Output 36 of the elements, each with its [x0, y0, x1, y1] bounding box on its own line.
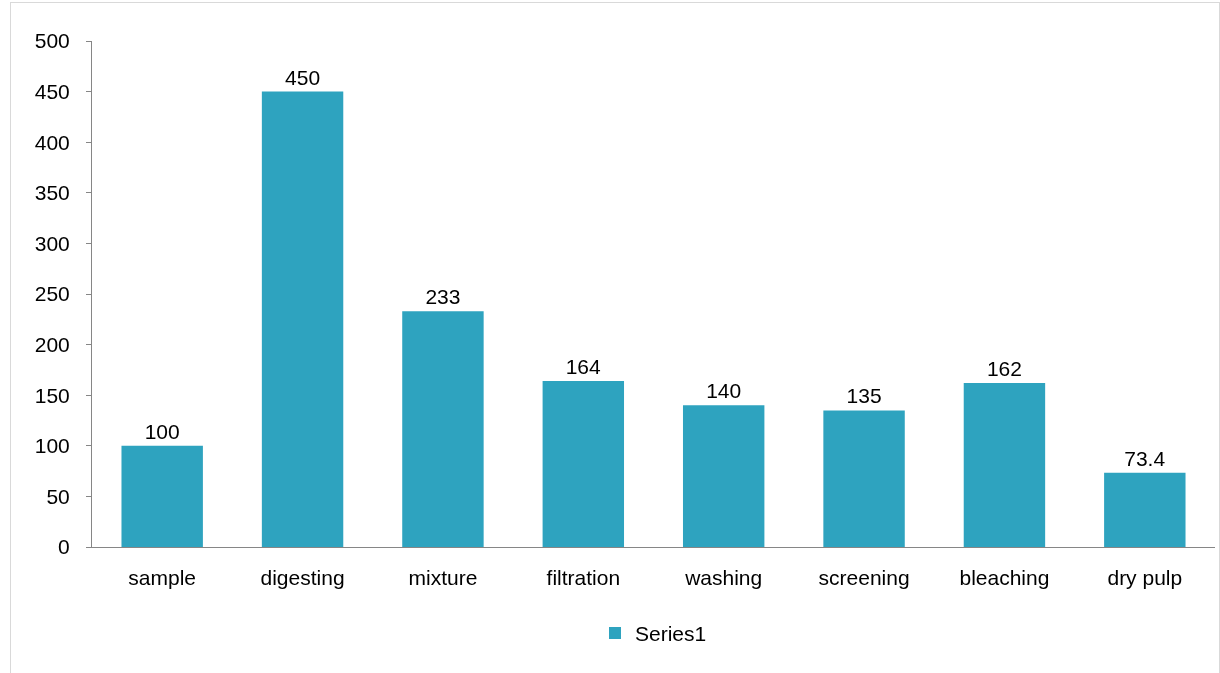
y-tick-label: 200 — [34, 332, 70, 356]
x-tick-label: filtration — [546, 566, 621, 590]
y-tick-label: 100 — [34, 434, 70, 458]
y-tick-label: 250 — [34, 282, 70, 306]
bar — [1104, 472, 1186, 547]
x-tick-label: washing — [684, 566, 763, 590]
data-label: 73.4 — [1124, 446, 1166, 470]
data-label: 164 — [565, 355, 601, 379]
x-tick-label: dry pulp — [1107, 566, 1183, 590]
y-tick-label: 0 — [58, 535, 70, 559]
x-tick-label: digesting — [260, 566, 345, 590]
x-tick-label: bleaching — [959, 566, 1050, 590]
bar — [963, 383, 1046, 547]
bar — [261, 91, 344, 547]
bar — [542, 381, 625, 547]
bar — [121, 445, 203, 547]
y-tick-label: 450 — [34, 79, 70, 103]
x-tick-label: sample — [128, 566, 197, 590]
y-tick-label: 350 — [34, 181, 70, 205]
y-tick-label: 300 — [34, 231, 70, 255]
bar — [682, 405, 765, 547]
data-label: 135 — [846, 384, 882, 408]
data-label: 100 — [144, 419, 180, 443]
x-tick-label: screening — [818, 566, 910, 590]
data-label: 162 — [986, 357, 1022, 381]
bar — [402, 311, 484, 547]
data-label: 450 — [285, 65, 321, 89]
y-tick-label: 400 — [34, 130, 70, 154]
data-label: 233 — [425, 285, 461, 309]
legend-label: Series1 — [635, 622, 707, 646]
x-tick-label: mixture — [408, 566, 478, 590]
data-label: 140 — [706, 379, 742, 403]
y-tick-label: 50 — [46, 484, 70, 508]
bar — [823, 410, 905, 547]
y-tick-label: 150 — [34, 383, 70, 407]
y-tick-label: 500 — [34, 29, 70, 53]
